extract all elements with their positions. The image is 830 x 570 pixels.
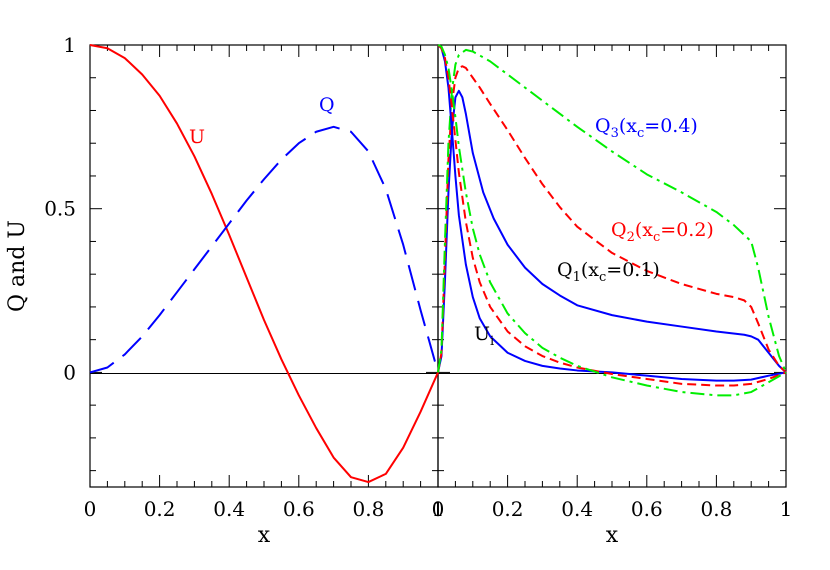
- x-tick-label: 0: [432, 497, 445, 521]
- y-axis-label: Q and U: [5, 220, 30, 312]
- tick-marks: [89, 44, 787, 487]
- series-line-1-4: [437, 44, 787, 387]
- left-panel-frame: [89, 44, 439, 488]
- x-tick-label: 0.2: [492, 497, 524, 521]
- x-tick-label: 0.4: [213, 497, 245, 521]
- x-tick-label: 0.8: [700, 497, 732, 521]
- label-Q1: Q1(xc=0.1): [557, 259, 660, 285]
- label-U: U: [189, 126, 205, 148]
- label-Q: Q: [319, 94, 335, 116]
- y-tick-label: 0: [63, 360, 76, 384]
- x-tick-label: 0.8: [352, 497, 384, 521]
- x-tick-label: 1: [432, 497, 445, 521]
- right-x-axis-label: x: [606, 523, 619, 548]
- tick-labels: 0 0.2 0.4 0.6 0.8 100.510 0.2 0.4 0.6 0.8 1: [44, 33, 792, 521]
- y-tick-label: 0.5: [44, 197, 76, 221]
- label-Q2: Q2(xc=0.2): [611, 219, 714, 245]
- series-line-1-1: [437, 65, 787, 374]
- series-line-0-0: [89, 44, 439, 484]
- y-tick-label: 1: [63, 33, 76, 57]
- label-Ui: Ui: [474, 323, 494, 349]
- series-line-1-3: [437, 44, 787, 382]
- series-line-1-5: [437, 44, 787, 397]
- x-tick-label: 0: [84, 497, 97, 521]
- x-tick-label: 0.6: [631, 497, 663, 521]
- x-tick-label: 0.6: [283, 497, 315, 521]
- x-tick-label: 0.4: [561, 497, 593, 521]
- label-Q3: Q3(xc=0.4): [595, 115, 698, 141]
- series-line-0-1: [89, 125, 439, 374]
- curves: [89, 44, 787, 484]
- x-tick-label: 1: [780, 497, 793, 521]
- left-x-axis-label: x: [258, 523, 271, 548]
- x-tick-label: 0.2: [144, 497, 176, 521]
